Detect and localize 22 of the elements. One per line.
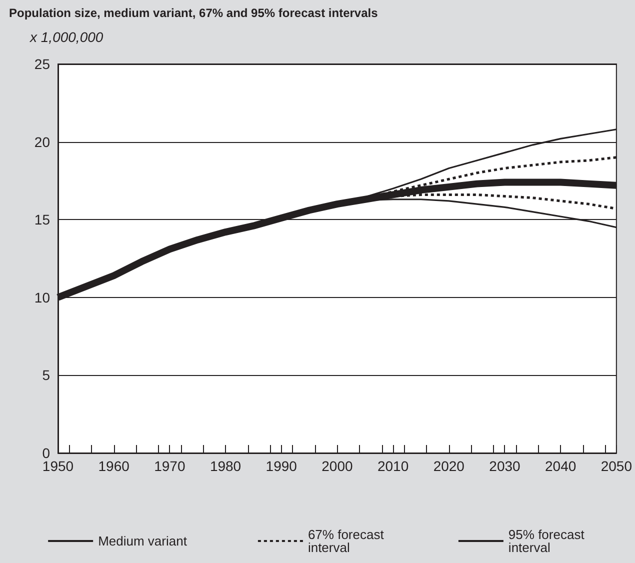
x-tick-label: 1960: [98, 458, 130, 474]
x-tick-label: 2040: [545, 458, 576, 474]
y-tick-label: 25: [34, 56, 50, 72]
x-tick-label: 1970: [154, 458, 186, 474]
y-tick-label: 0: [42, 445, 50, 461]
x-tick-label: 2050: [600, 458, 632, 474]
x-tick-label: 2010: [377, 458, 409, 474]
y-tick-label: 15: [34, 212, 50, 228]
x-tick-label: 1980: [210, 458, 242, 474]
legend-label: Medium variant: [98, 534, 188, 548]
legend-label: 67% forecast interval: [308, 527, 388, 555]
x-tick-label: 2020: [433, 458, 465, 474]
x-tick-label: 2000: [322, 458, 353, 474]
chart-title: Population size, medium variant, 67% and 95% forecast intervals: [9, 6, 378, 20]
y-tick-label: 20: [34, 134, 50, 150]
x-tick-label: 2030: [489, 458, 521, 474]
y-tick-label: 5: [42, 367, 50, 384]
x-tick-label: 1990: [266, 458, 298, 474]
y-tick-label: 10: [34, 289, 50, 306]
legend-label: 95% forecast interval: [508, 527, 588, 555]
y-axis-title: x 1,000,000: [29, 29, 104, 45]
x-tick-label: 1950: [42, 458, 74, 474]
